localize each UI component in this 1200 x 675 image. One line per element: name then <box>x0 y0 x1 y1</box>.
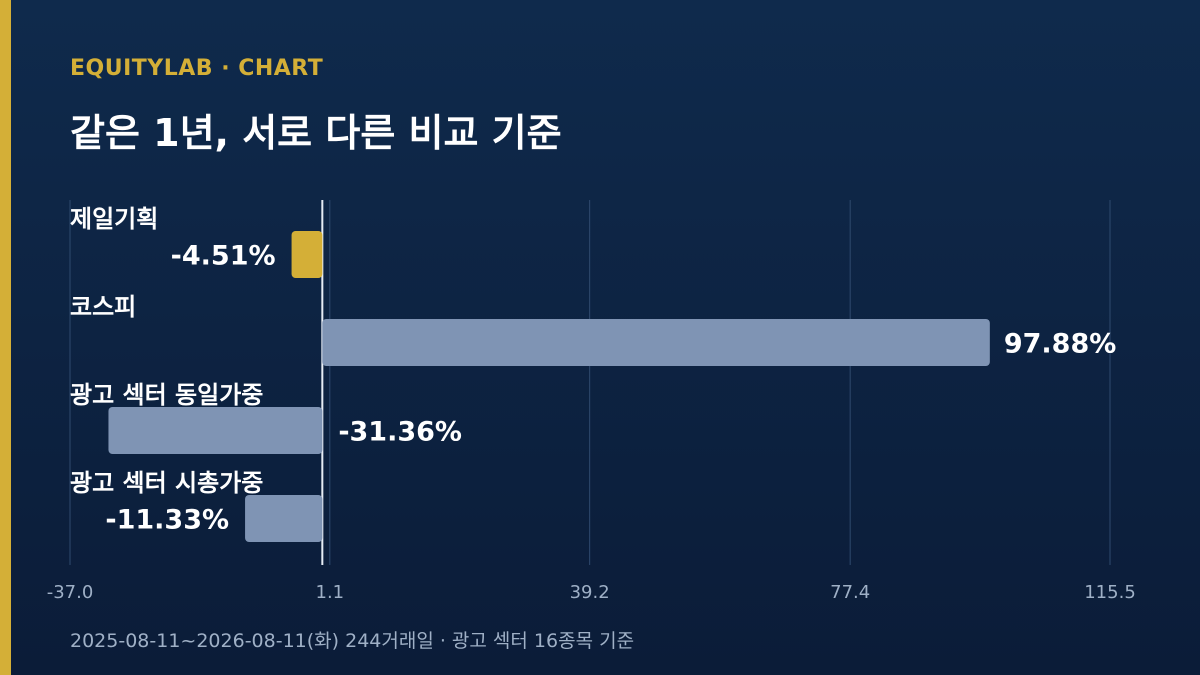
bar <box>291 231 323 278</box>
bar <box>322 319 990 366</box>
category-label: 제일기획 <box>70 205 158 233</box>
value-label: 97.88% <box>1004 329 1116 360</box>
bar <box>245 495 323 542</box>
footer-note: 2025-08-11~2026-08-11(화) 244거래일 · 광고 섹터 … <box>70 630 635 652</box>
value-label: -4.51% <box>171 241 276 272</box>
category-label: 광고 섹터 시총가중 <box>70 469 263 497</box>
x-tick-label: 1.1 <box>316 582 345 603</box>
brand-label: EQUITYLAB · CHART <box>70 56 324 81</box>
bar <box>108 407 323 454</box>
x-tick-label: 115.5 <box>1084 582 1136 603</box>
x-tick-label: 39.2 <box>570 582 610 603</box>
chart-title: 같은 1년, 서로 다른 비교 기준 <box>70 111 562 155</box>
x-tick-label: 77.4 <box>830 582 870 603</box>
category-label: 광고 섹터 동일가중 <box>70 381 263 409</box>
accent-stripe <box>0 0 11 675</box>
x-tick-label: -37.0 <box>47 582 94 603</box>
category-label: 코스피 <box>70 293 136 321</box>
value-label: -31.36% <box>338 417 462 448</box>
value-label: -11.33% <box>105 505 229 536</box>
